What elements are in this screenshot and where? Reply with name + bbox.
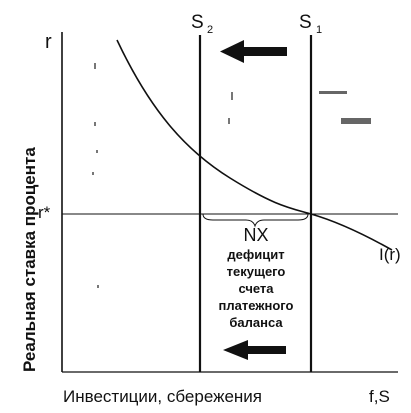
- y-axis-title: Реальная ставка процента: [20, 147, 39, 372]
- s1-label: S: [299, 12, 312, 33]
- x-axis-symbol: f,S: [369, 387, 390, 406]
- x-axis-title: Инвестиции, сбережения: [63, 387, 262, 406]
- investment-curve: [116, 39, 393, 251]
- s2-subscript: 2: [207, 24, 213, 36]
- investment-label: I(r): [379, 245, 401, 264]
- r-star-label: r*: [38, 203, 51, 222]
- scan-specks: [92, 63, 233, 288]
- arrow-left-icon: [223, 340, 286, 360]
- s2-label: S: [191, 12, 204, 33]
- scan-specks-right: [319, 91, 371, 124]
- gap-line-3: счета: [238, 281, 274, 296]
- gap-line-1: дефицит: [227, 247, 284, 262]
- gap-line-5: баланса: [229, 315, 283, 330]
- y-axis-symbol: r: [45, 31, 52, 53]
- arrow-left-icon: [220, 40, 287, 63]
- gap-line-2: текущего: [227, 264, 286, 279]
- nx-label: NX: [243, 225, 268, 245]
- gap-line-4: платежного: [219, 298, 294, 313]
- s1-subscript: 1: [316, 24, 322, 36]
- gap-brace: [202, 213, 309, 228]
